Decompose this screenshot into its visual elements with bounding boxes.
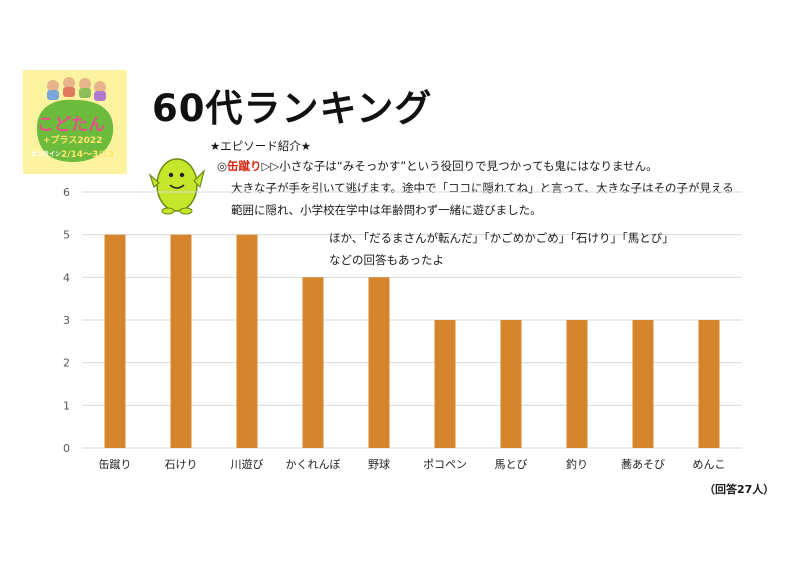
logo-dates: 2/14～3/13 [61,150,115,160]
episode-heading: ★エピソード紹介★ [210,139,312,153]
x-category-label: かくれんぼ [286,458,341,471]
bar [170,234,192,448]
x-category-label: 川遊び [231,457,264,471]
y-tick-label: 0 [63,442,70,455]
episode-bullet: ◎ [217,159,228,173]
y-tick-label: 1 [63,399,70,412]
episode-line-1-text: ▷▷小さな子は“みそっかす”という役回りで見つかっても鬼にはなりません。 [261,159,658,173]
mascot-illustration [148,158,206,215]
x-category-label: ポコペン [423,458,467,471]
bar [236,234,258,448]
x-category-label: 野球 [368,457,390,471]
page-title: 60代ランキング [152,87,433,130]
bar [698,320,720,448]
y-tick-label: 4 [63,271,70,284]
logo-main-text: こどたん [37,115,105,135]
logo-graphic [36,77,114,162]
other-answers-line-2: などの回答もあったよ [329,253,444,267]
bar [368,277,390,448]
y-tick-label: 2 [63,357,70,370]
x-category-label: 缶蹴り [99,457,132,471]
event-logo: こどたん +プラス2022 オンライン 2/14～3/13 [23,70,127,174]
bar [566,320,588,448]
x-category-label: 馬とび [495,458,528,471]
episode-line-1: ◎缶蹴り▷▷小さな子は“みそっかす”という役回りで見つかっても鬼にはなりません。 [217,158,658,174]
x-category-label: 石けり [165,458,198,471]
logo-online-label: オンライン [31,151,62,158]
bar [632,320,654,448]
bar [104,234,126,448]
y-tick-label: 5 [63,229,70,242]
y-tick-label: 6 [63,186,70,199]
episode-line-3: 範囲に隠れ、小学校在学中は年齢問わず一緒に遊びました。 [231,203,542,217]
x-category-label: めんこ [693,458,726,471]
other-answers-line-1: ほか、「だるまさんが転んだ」「かごめかごめ」「石けり」「馬とび」 [329,231,674,245]
bar [500,320,522,448]
episode-highlight: 缶蹴り [227,159,262,173]
respondents-note: （回答27人） [704,483,775,496]
y-tick-label: 3 [63,314,70,327]
logo-sub-text: +プラス2022 [43,136,103,146]
bar [434,320,456,448]
x-category-label: 蕎あそび [621,458,665,471]
bar [302,277,324,448]
x-category-label: 釣り [566,457,588,471]
